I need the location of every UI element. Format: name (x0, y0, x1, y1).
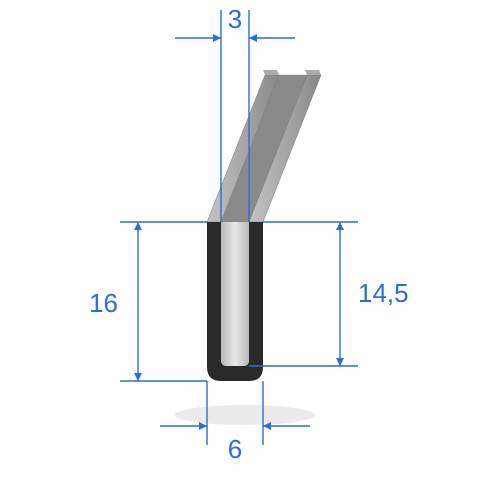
dim-gap-width-value: 3 (228, 4, 242, 34)
u-profile-section (207, 222, 263, 381)
dim-outer-width-value: 6 (228, 434, 242, 464)
profile-extrusion (207, 70, 321, 222)
dim-outer-height-value: 16 (89, 288, 118, 318)
dim-outer-height: 16 (89, 222, 207, 381)
technical-drawing: 3 16 14,5 6 (0, 0, 500, 500)
dim-inner-height: 14,5 (249, 222, 409, 366)
dim-inner-height-value: 14,5 (358, 278, 409, 308)
diagram-container: 3 16 14,5 6 (0, 0, 500, 500)
shadow (175, 405, 315, 425)
